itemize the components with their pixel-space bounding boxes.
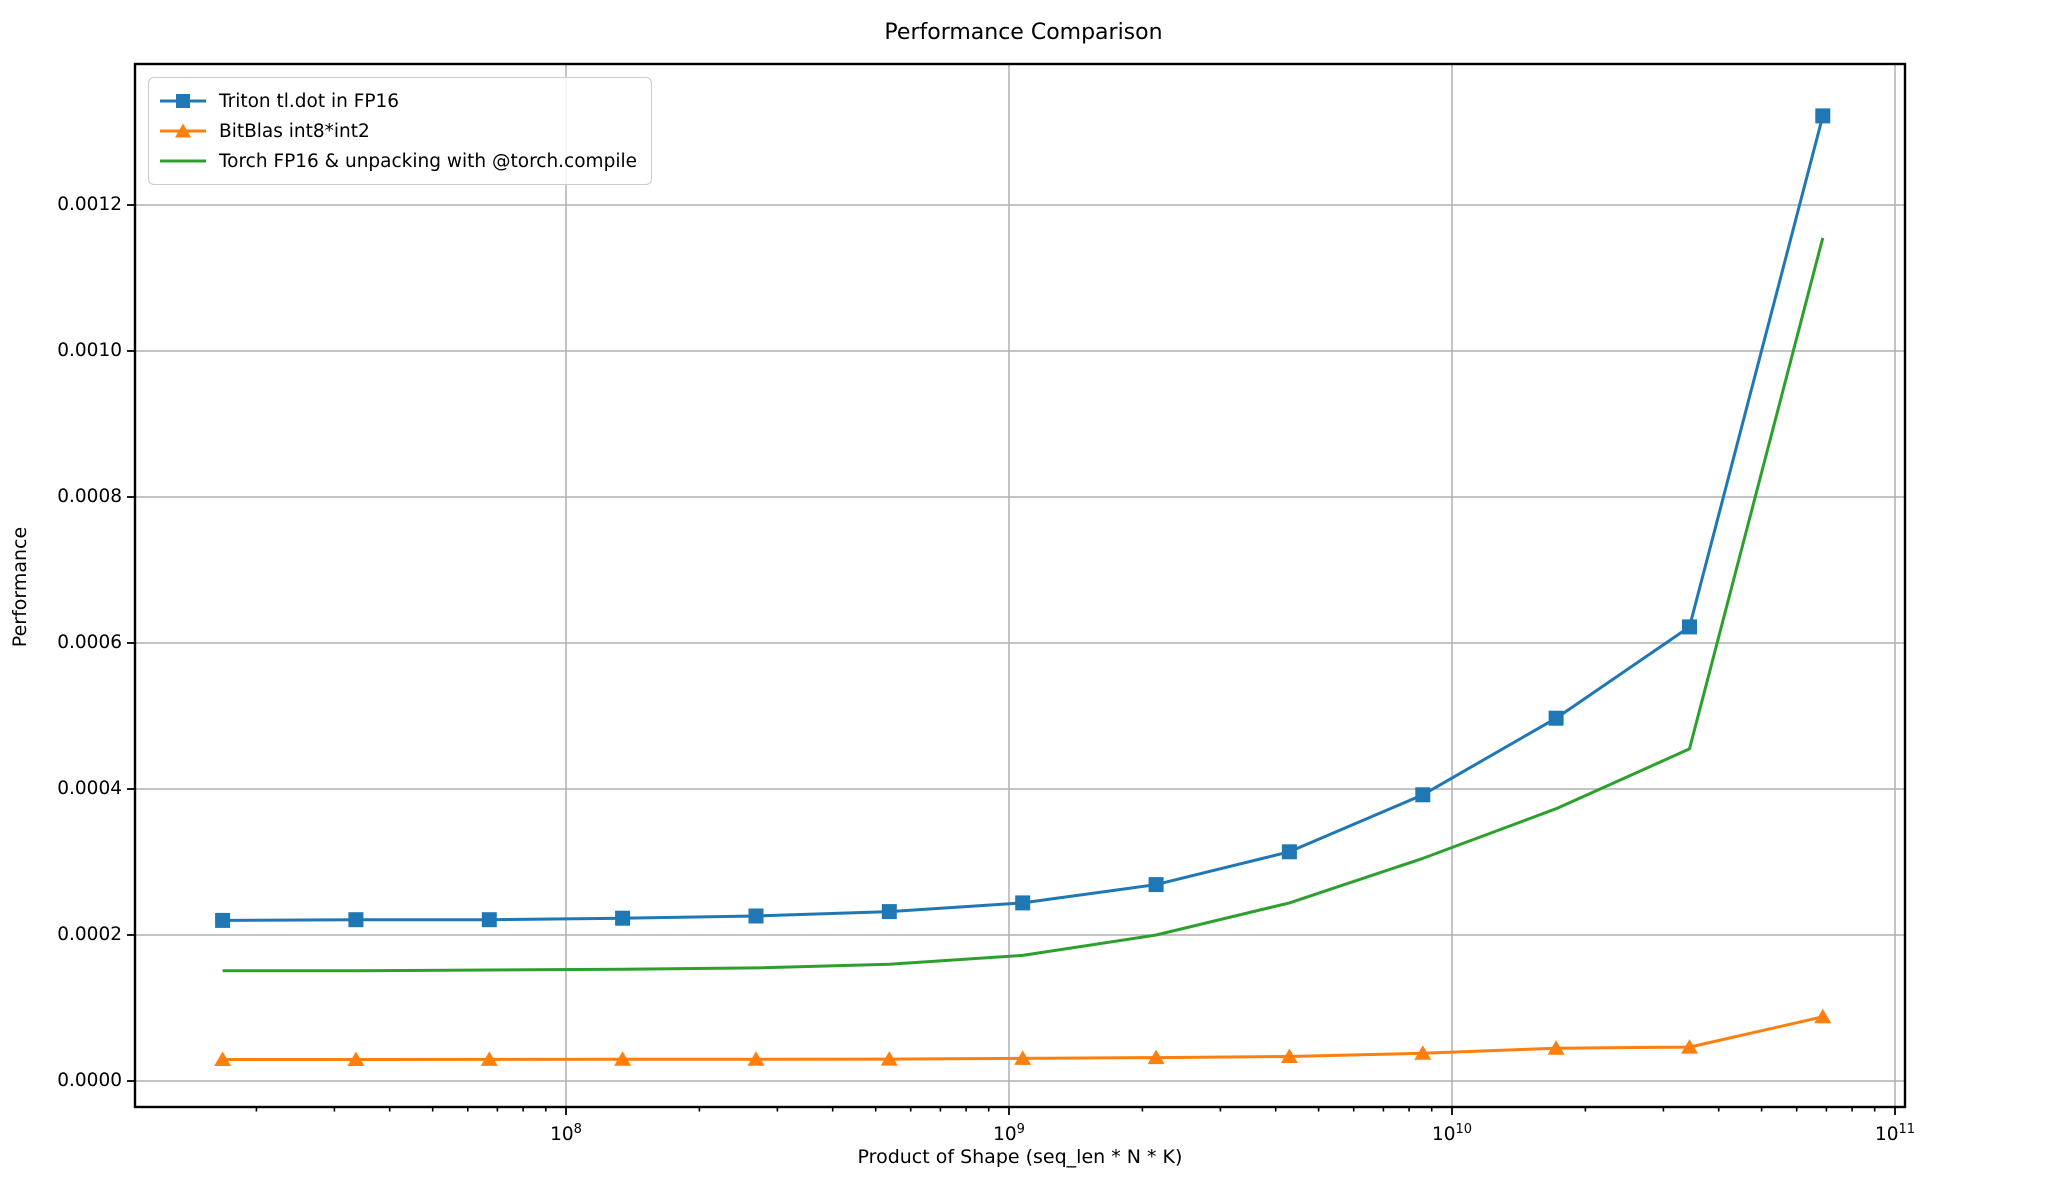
y-tick-label: 0.0010 <box>57 340 122 361</box>
marker-triangle <box>880 1051 898 1066</box>
marker-triangle <box>747 1051 765 1066</box>
marker-square <box>1415 787 1431 803</box>
marker-square <box>1015 895 1031 911</box>
marker-triangle <box>1414 1045 1432 1060</box>
series-line-0 <box>222 115 1825 922</box>
marker-square <box>615 910 631 926</box>
marker-triangle <box>347 1051 365 1066</box>
marker-square <box>481 912 497 928</box>
y-tick-label: 0.0002 <box>57 924 122 945</box>
legend-sample-2 <box>160 159 206 163</box>
x-tick-label: 1010 <box>1431 1122 1473 1146</box>
legend-label: Triton tl.dot in FP16 <box>219 90 400 112</box>
marker-triangle <box>614 1051 632 1066</box>
marker-square <box>215 912 231 928</box>
marker-square <box>1548 710 1564 726</box>
marker-triangle <box>1014 1050 1032 1065</box>
y-tick-label: 0.0012 <box>57 194 122 215</box>
chart-title: Performance Comparison <box>884 20 1163 45</box>
x-axis-label: Product of Shape (seq_len * N * K) <box>857 1146 1183 1168</box>
y-tick-label: 0.0006 <box>57 632 122 653</box>
y-tick-label: 0.0008 <box>57 486 122 507</box>
x-tick-label: 109 <box>993 1122 1025 1146</box>
plot-spines <box>133 62 1907 1109</box>
series-line-2 <box>222 237 1825 973</box>
legend-sample-1 <box>160 123 206 138</box>
marker-triangle <box>1814 1008 1832 1024</box>
y-tick-label: 0.0004 <box>57 778 122 799</box>
marker-square <box>881 904 897 920</box>
marker-square <box>348 912 364 928</box>
marker-triangle <box>480 1051 498 1066</box>
marker-square <box>1281 844 1297 860</box>
marker-triangle <box>214 1051 232 1066</box>
legend-label: Torch FP16 & unpacking with @torch.compi… <box>219 150 637 172</box>
legend-item: BitBlas int8*int2 <box>159 116 637 146</box>
marker-square <box>1815 108 1831 124</box>
legend: Triton tl.dot in FP16 BitBlas int8*int2 To… <box>148 77 652 185</box>
legend-sample-0 <box>160 94 206 108</box>
legend-label: BitBlas int8*int2 <box>219 120 370 142</box>
x-tick-label: 1011 <box>1874 1122 1916 1146</box>
marker-square <box>1682 619 1697 635</box>
legend-item: Torch FP16 & unpacking with @torch.compi… <box>159 146 637 176</box>
marker-triangle <box>1147 1049 1165 1065</box>
y-tick-label: 0.0000 <box>57 1070 122 1091</box>
legend-item: Triton tl.dot in FP16 <box>159 86 637 116</box>
marker-triangle <box>1280 1048 1298 1063</box>
marker-square <box>748 908 764 924</box>
marker-triangle <box>1547 1040 1565 1055</box>
marker-triangle <box>1681 1039 1698 1054</box>
marker-square <box>1148 877 1164 893</box>
x-tick-label: 108 <box>550 1122 582 1146</box>
